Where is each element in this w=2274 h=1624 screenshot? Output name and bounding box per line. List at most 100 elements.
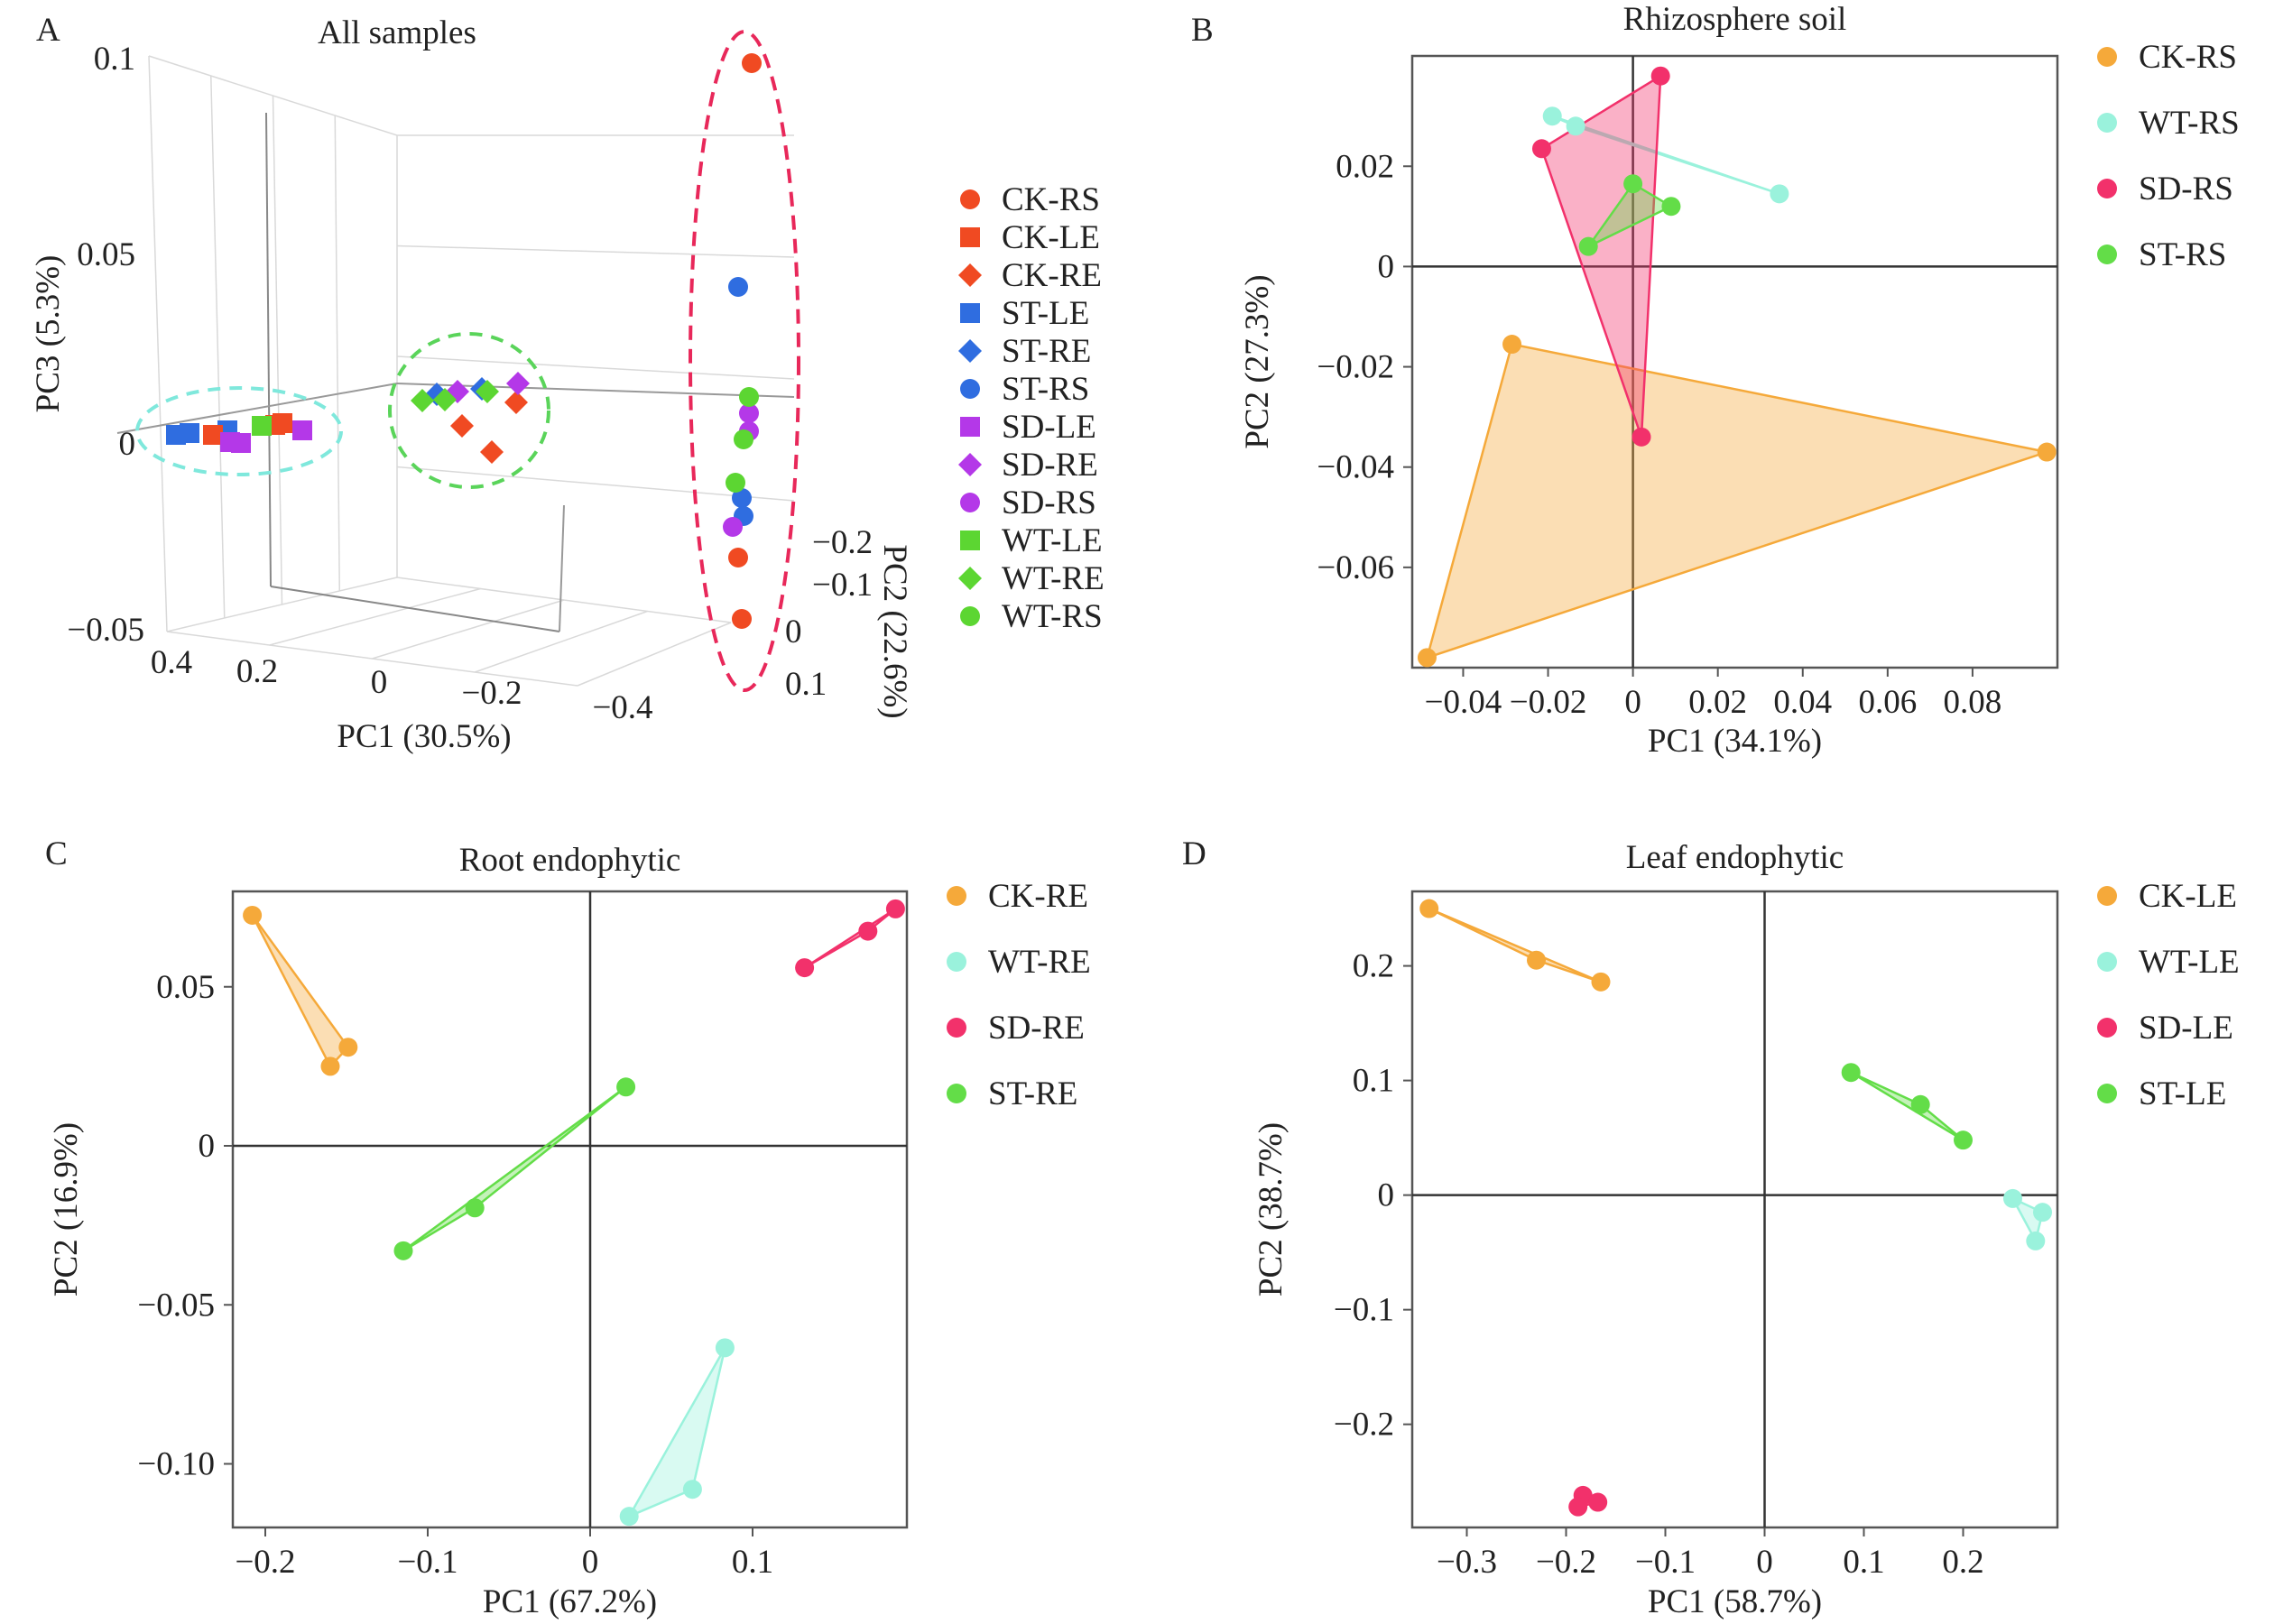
legend-marker-ck-re <box>958 263 982 287</box>
legend-marker-wt-rs <box>960 606 980 626</box>
cluster-ellipse-root <box>388 332 550 489</box>
point-wt-rs <box>1770 184 1789 204</box>
y-axis-label: PC2 (38.7%) <box>1253 1122 1290 1296</box>
x-tick-label: 0.08 <box>1944 684 2002 721</box>
point-sd-le <box>1568 1497 1588 1517</box>
point-ck-le <box>1527 950 1546 970</box>
point-wt-rs <box>739 387 759 407</box>
y-tick-label: 0 <box>785 614 802 651</box>
legend-marker-ck-rs <box>960 189 980 209</box>
point-st-le <box>1954 1130 1973 1150</box>
legend-marker-ck-le <box>2097 886 2117 906</box>
grid-line <box>396 355 795 380</box>
box-left-edge <box>148 55 168 632</box>
x-tick-label: −0.4 <box>592 689 652 726</box>
point-ck-rs <box>1417 648 1437 668</box>
group-hull-sd-rs <box>1540 74 1662 438</box>
plot-frame <box>231 890 909 1529</box>
group-hull-st-le <box>1849 1071 1964 1141</box>
grid-line <box>334 115 340 592</box>
point-wt-rs <box>1542 106 1562 126</box>
x-tick-label: 0.2 <box>1942 1544 1983 1581</box>
legend-marker-st-re <box>958 339 982 363</box>
point-st-re <box>616 1077 636 1097</box>
point-sd-re <box>858 921 878 941</box>
y-tick-label: 0 <box>1378 1177 1395 1214</box>
legend-label-st-le: ST-LE <box>1002 295 1089 332</box>
panel-d-leaf-endophytic: −0.3 −0.2 −0.1 0 0.1 0.2 0.2 0.1 0 −0.1 −0.2 Leaf e… <box>1182 835 2240 1620</box>
x-axis-label: PC1 (67.2%) <box>483 1583 657 1620</box>
point-st-le <box>180 423 199 443</box>
legend-label-ck-re: CK-RE <box>988 878 1088 915</box>
point-st-le <box>1910 1094 1930 1114</box>
point-ck-le <box>203 425 223 445</box>
grid-line <box>396 466 795 502</box>
legend-marker-ck-rs <box>2097 47 2117 67</box>
point-sd-le <box>231 433 251 453</box>
y-tick-label: 0.1 <box>785 666 827 703</box>
group-hull-wt-rs <box>1550 115 1781 196</box>
x-tick-label: 0 <box>371 664 388 701</box>
x-tick-label: 0.2 <box>236 653 278 690</box>
x-tick-label: −0.2 <box>1536 1544 1596 1581</box>
y-tick-label: −0.10 <box>137 1446 215 1483</box>
y-tick-label: −0.1 <box>1334 1292 1394 1329</box>
plot-frame <box>1410 890 2059 1529</box>
point-st-rs <box>732 488 752 508</box>
y-tick-label: 0 <box>199 1128 216 1165</box>
point-st-le <box>1841 1063 1861 1083</box>
legend-marker-sd-rs <box>2097 179 2117 198</box>
panel-letter: A <box>36 12 60 49</box>
point-ck-re <box>320 1057 340 1076</box>
x-axis-label: PC1 (30.5%) <box>337 718 511 755</box>
point-sd-re <box>795 958 815 978</box>
z-tick-label: 0 <box>119 426 136 463</box>
legend-marker-st-le <box>2097 1084 2117 1103</box>
point-sd-rs <box>723 517 743 537</box>
legend-marker-wt-le <box>960 531 980 550</box>
grid-line <box>269 587 481 646</box>
point-wt-re <box>476 380 499 403</box>
group-hull-ck-rs <box>1426 343 2048 660</box>
box-bottom-right-edge <box>577 622 732 687</box>
legend-label-ck-rs: CK-RS <box>1002 181 1100 218</box>
legend-label-st-re: ST-RE <box>1002 333 1091 370</box>
y-tick-label: −0.1 <box>812 567 873 604</box>
legend-label-st-rs: ST-RS <box>1002 371 1089 408</box>
chart-title: Leaf endophytic <box>1626 839 1844 876</box>
axis-line <box>270 586 560 632</box>
x-tick-label: 0.1 <box>732 1544 773 1581</box>
z-tick-label: 0.1 <box>94 41 135 78</box>
legend-label-st-re: ST-RE <box>988 1075 1077 1112</box>
axis-line <box>265 112 272 587</box>
point-ck-rs <box>742 53 762 73</box>
x-axis-label: PC1 (34.1%) <box>1648 723 1822 760</box>
x-tick-label: 0 <box>582 1544 599 1581</box>
legend-label-ck-re: CK-RE <box>1002 257 1102 294</box>
legend-label-sd-le: SD-LE <box>1002 409 1096 446</box>
grid-line <box>272 95 283 605</box>
point-ck-re <box>338 1038 358 1057</box>
legend-marker-sd-re <box>958 453 982 476</box>
point-ck-rs <box>732 609 752 629</box>
legend-marker-wt-re <box>958 567 982 590</box>
y-tick-label: −0.05 <box>137 1287 215 1324</box>
point-ck-le <box>1591 972 1611 992</box>
point-wt-rs <box>1566 116 1585 136</box>
x-tick-label: 0.06 <box>1858 684 1917 721</box>
point-wt-rs <box>726 473 745 493</box>
y-tick-label: 0.2 <box>1353 948 1394 985</box>
z-axis-label: PC3 (5.3%) <box>30 255 67 413</box>
x-tick-label: 0.1 <box>1843 1544 1884 1581</box>
x-tick-label: 0.04 <box>1773 684 1832 721</box>
x-tick-label: −0.3 <box>1437 1544 1497 1581</box>
y-tick-label: −0.2 <box>812 524 873 561</box>
axis-line <box>559 504 565 632</box>
point-st-rs <box>1578 236 1598 256</box>
x-tick-label: −0.1 <box>1635 1544 1696 1581</box>
legend-marker-sd-le <box>2097 1018 2117 1038</box>
point-st-rs <box>1661 197 1681 217</box>
y-tick-label: −0.2 <box>1334 1407 1394 1444</box>
point-ck-re <box>243 905 263 925</box>
